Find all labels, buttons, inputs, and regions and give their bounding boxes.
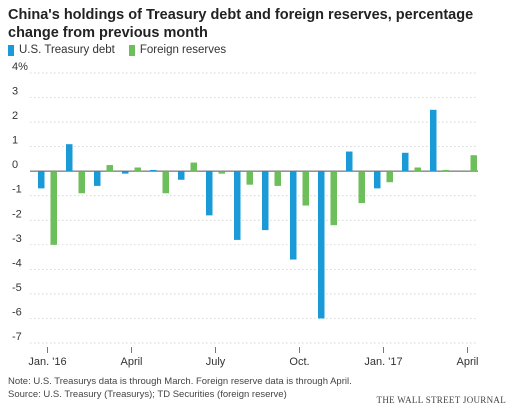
y-tick-label: -5 — [12, 282, 22, 294]
treasury-bar — [402, 152, 409, 172]
treasury-bar — [234, 171, 241, 240]
publisher-brand: THE WALL STREET JOURNAL — [376, 395, 506, 405]
treasury-bar — [94, 171, 101, 186]
y-tick-label: 2 — [12, 110, 18, 122]
legend-swatch-reserves — [128, 44, 135, 56]
reserves-bar — [302, 171, 309, 206]
reserves-bar — [330, 171, 337, 226]
reserves-bar — [162, 171, 169, 194]
y-tick-label: -4 — [12, 257, 22, 269]
x-tick-label: Jan. '17 — [364, 356, 402, 368]
legend-label-treasury: U.S. Treasury debt — [19, 44, 115, 56]
reserves-bar — [442, 169, 449, 172]
treasury-bar — [374, 171, 381, 189]
legend-item-treasury: U.S. Treasury debt — [8, 44, 115, 56]
treasury-bar — [150, 169, 157, 172]
y-tick-label: -2 — [12, 208, 22, 220]
treasury-bar — [262, 171, 269, 231]
reserves-bar — [134, 167, 141, 172]
treasury-bar — [346, 151, 353, 172]
reserves-bar — [414, 167, 421, 172]
treasury-bar — [178, 171, 185, 180]
x-tick-label: Jan. '16 — [28, 356, 66, 368]
y-tick-label: -7 — [12, 331, 22, 343]
y-tick-label: 4% — [12, 61, 28, 73]
treasury-bar — [122, 171, 129, 174]
reserves-bar — [190, 162, 197, 172]
legend-label-reserves: Foreign reserves — [139, 44, 227, 56]
reserves-bar — [78, 171, 85, 194]
legend-item-reserves: Foreign reserves — [128, 44, 227, 56]
chart-title: China's holdings of Treasury debt and fo… — [8, 7, 474, 41]
reserves-bar — [246, 171, 253, 185]
y-tick-label: -6 — [12, 306, 22, 318]
y-tick-label: 3 — [12, 86, 18, 98]
y-tick-label: -1 — [12, 184, 22, 196]
x-tick-label: April — [120, 356, 142, 368]
y-tick-label: 1 — [12, 135, 18, 147]
note-text: Note: U.S. Treasurys data is through Mar… — [8, 376, 352, 387]
legend-swatch-treasury — [8, 44, 14, 56]
treasury-bar — [38, 171, 45, 189]
reserves-bar — [470, 155, 477, 172]
reserves-bar — [50, 171, 57, 245]
treasury-bar — [318, 171, 325, 319]
treasury-bar — [66, 144, 73, 172]
reserves-bar — [386, 171, 393, 183]
reserves-bar — [274, 171, 281, 186]
y-tick-label: -3 — [12, 233, 22, 245]
x-tick-label: Oct. — [289, 356, 309, 368]
source-text: Source: U.S. Treasury (Treasurys); TD Se… — [8, 389, 287, 400]
reserves-bar — [106, 165, 113, 172]
x-tick-label: July — [206, 356, 226, 368]
treasury-bar — [430, 109, 437, 172]
treasury-bar — [206, 171, 213, 216]
reserves-bar — [218, 171, 225, 174]
x-tick-label: April — [456, 356, 478, 368]
reserves-bar — [358, 171, 365, 204]
legend: U.S. Treasury debt Foreign reserves — [8, 44, 226, 56]
treasury-bar — [290, 171, 297, 260]
y-tick-label: 0 — [12, 159, 18, 171]
chart-notes: Note: U.S. Treasurys data is through Mar… — [8, 375, 352, 401]
